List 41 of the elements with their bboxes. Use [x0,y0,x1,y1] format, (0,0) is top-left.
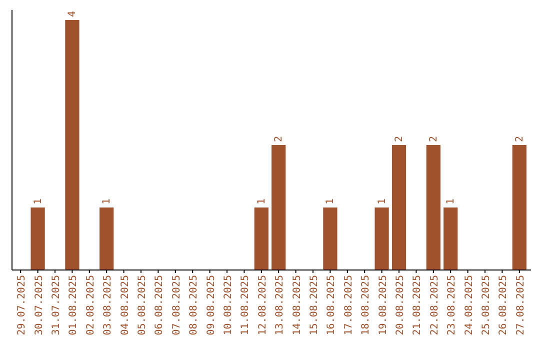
x-tick-label: 22.08.2025 [429,275,440,336]
x-tick-label: 13.08.2025 [274,275,286,336]
x-tick-label: 18.08.2025 [360,275,372,336]
x-tick-label: 08.08.2025 [188,275,200,336]
data-label: 2 [394,136,405,142]
data-label: 2 [428,136,440,142]
x-tick-label: 16.08.2025 [326,275,338,336]
x-tick-label: 01.08.2025 [68,275,80,336]
data-label: 1 [376,198,388,204]
x-tick-label: 17.08.2025 [343,275,354,336]
data-label: 1 [32,198,44,204]
x-tick-label: 07.08.2025 [171,275,182,336]
data-label: 2 [514,136,526,142]
x-tick-label: 09.08.2025 [206,275,217,336]
x-tick-label: 20.08.2025 [395,275,406,336]
x-tick-label: 19.08.2025 [378,275,389,336]
x-tick-label: 27.08.2025 [515,275,526,336]
x-tick-label: 06.08.2025 [154,275,166,336]
x-tick-label: 25.08.2025 [481,275,492,336]
x-tick-label: 12.08.2025 [257,275,268,336]
data-label: 1 [446,198,457,204]
data-label: 2 [274,136,285,142]
x-tick-label: 23.08.2025 [446,275,458,336]
x-tick-label: 03.08.2025 [102,275,114,336]
data-label: 1 [256,198,268,204]
data-label: 1 [102,198,113,204]
x-tick-label: 21.08.2025 [412,275,424,336]
x-tick-label: 10.08.2025 [223,275,234,336]
x-tick-label: 04.08.2025 [120,275,131,336]
data-label: 4 [67,10,78,17]
x-tick-label: 11.08.2025 [240,275,252,336]
x-tick-label: 31.07.2025 [51,275,62,336]
x-tick-label: 15.08.2025 [309,275,320,336]
x-tick-label: 29.07.2025 [16,275,28,336]
x-tick-label: 26.08.2025 [498,275,510,336]
x-tick-label: 14.08.2025 [292,275,303,336]
x-tick-label: 30.07.2025 [34,275,45,336]
x-tick-label: 05.08.2025 [137,275,148,336]
x-tick-label: 02.08.2025 [85,275,96,336]
data-label: 1 [325,198,336,204]
x-tick-label: 24.08.2025 [464,275,475,336]
